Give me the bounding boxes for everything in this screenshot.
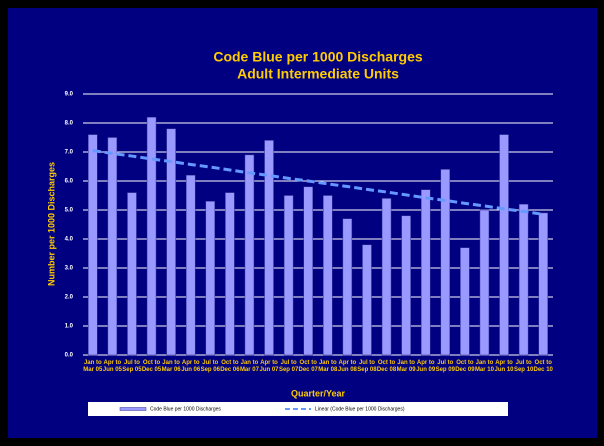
legend-swatch — [119, 407, 147, 411]
bar — [127, 192, 137, 356]
y-tick-label: 6.0 — [65, 179, 74, 185]
y-tick-label: 0.0 — [65, 353, 74, 359]
bar — [381, 198, 392, 356]
x-tick-label: Jul to Sep 06 — [200, 360, 220, 373]
bar — [303, 186, 313, 356]
chart-subtitle: Adult Intermediate Units — [237, 66, 399, 82]
bar — [244, 154, 255, 356]
y-tick-label: 8.0 — [65, 121, 74, 127]
x-tick-label: Apr to Jun 07 — [259, 360, 279, 373]
x-tick-label: Apr to Jun 05 — [102, 360, 122, 373]
x-tick-label: Oct to Dec 09 — [455, 360, 475, 373]
y-tick-label: 4.0 — [65, 237, 74, 243]
bar — [420, 189, 431, 356]
trend-line — [92, 149, 544, 216]
bar — [146, 116, 157, 356]
bar — [362, 244, 372, 356]
bar — [283, 195, 294, 356]
bar — [342, 218, 353, 356]
x-tick-label: Jan to Mar 06 — [161, 360, 181, 373]
bar — [401, 215, 411, 356]
x-tick-label: Oct to Dec 07 — [298, 360, 318, 373]
bar — [205, 201, 216, 356]
x-tick-label: Jul to Sep 09 — [435, 360, 455, 373]
x-tick-label: Oct to Dec 10 — [533, 360, 553, 373]
bar — [460, 247, 470, 356]
x-tick-label: Jan to Mar 08 — [318, 360, 338, 373]
bar — [107, 137, 118, 356]
x-tick-label: Jul to Sep 08 — [357, 360, 377, 373]
bar — [166, 128, 176, 356]
x-tick-label: Jan to Mar 10 — [474, 360, 494, 373]
bar — [185, 174, 196, 356]
legend-label: Linear (Code Blue per 1000 Discharges) — [315, 406, 405, 412]
x-tick-label: Oct to Dec 05 — [141, 360, 162, 373]
y-tick-label: 5.0 — [65, 208, 74, 214]
y-axis-label: Number per 1000 Discharges — [46, 162, 56, 286]
bar — [88, 134, 98, 356]
bar — [440, 169, 451, 356]
bar — [323, 195, 333, 356]
bar — [518, 203, 529, 356]
x-tick-label: Apr to Jun 06 — [181, 360, 201, 373]
x-tick-label: Jul to Sep 10 — [513, 360, 534, 373]
y-tick-label: 3.0 — [65, 266, 74, 272]
x-tick-label: Oct to Dec 08 — [376, 360, 397, 373]
x-tick-label: Apr to Jun 10 — [494, 360, 514, 373]
bar — [479, 209, 490, 356]
x-tick-label: Apr to Jun 08 — [337, 360, 357, 373]
y-tick-label: 2.0 — [65, 295, 74, 301]
x-axis-label: Quarter/Year — [291, 388, 346, 398]
chart-title: Code Blue per 1000 Discharges — [213, 49, 423, 65]
x-tick-label: Jul to Sep 07 — [278, 360, 299, 373]
bar — [264, 140, 274, 356]
x-tick-label: Jan to Mar 09 — [396, 360, 416, 373]
x-tick-label: Apr to Jun 09 — [416, 360, 436, 373]
bar — [499, 134, 509, 356]
bar — [225, 192, 235, 356]
y-tick-label: 7.0 — [65, 150, 74, 156]
y-tick-label: 1.0 — [65, 324, 74, 330]
x-tick-label: Jul to Sep 05 — [122, 360, 142, 373]
x-tick-label: Jan to Mar 07 — [239, 360, 259, 373]
x-tick-label: Jan to Mar 05 — [83, 360, 103, 373]
chart-panel — [8, 8, 597, 438]
bar — [538, 212, 548, 356]
x-tick-label: Oct to Dec 06 — [220, 360, 240, 373]
y-tick-label: 9.0 — [65, 92, 74, 98]
legend-label: Code Blue per 1000 Discharges — [150, 406, 221, 412]
